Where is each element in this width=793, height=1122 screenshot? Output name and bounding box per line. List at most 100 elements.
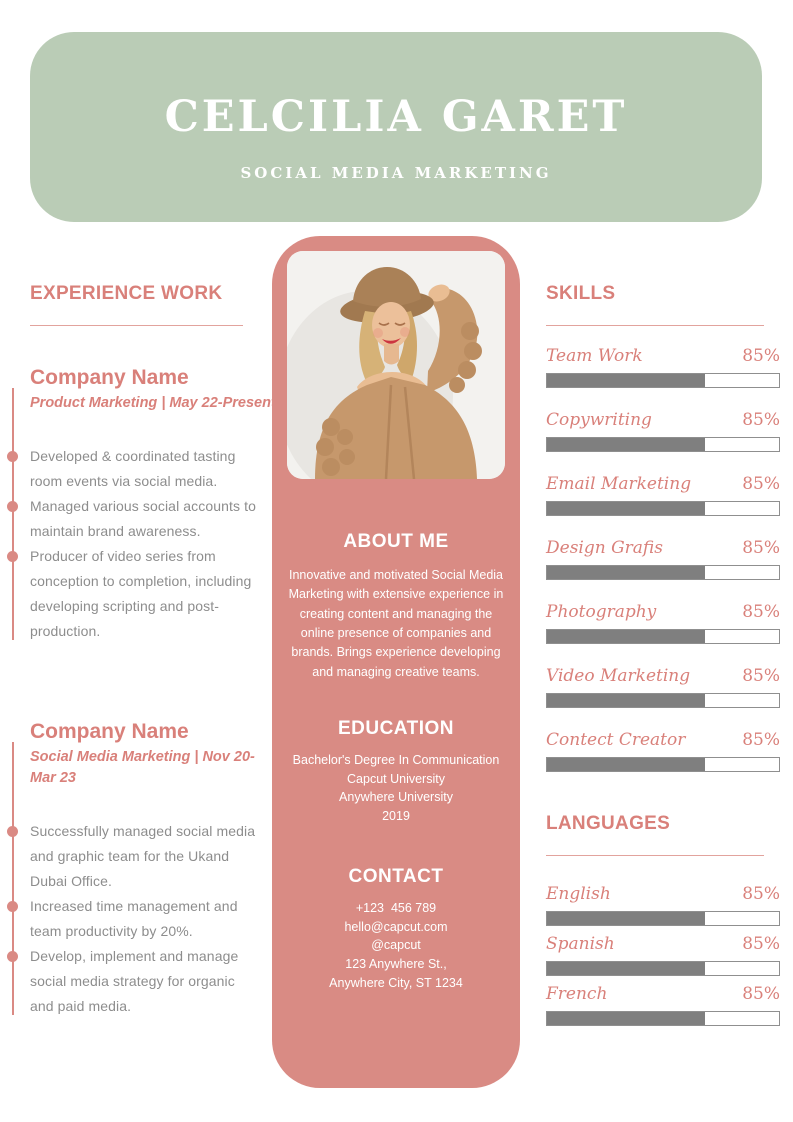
skill-label: Contect Creator [546,729,686,750]
language-item: Spanish 85% [546,934,780,976]
section-divider [546,854,764,856]
job-entry: Company Name Social Media Marketing | No… [7,720,260,1019]
role-period: Product Marketing | May 22-Present [30,395,276,412]
language-bar-fill [547,1011,705,1025]
language-bar [546,960,780,976]
skills-section: SKILLS Team Work 85% Copywriting 85% Email… [546,283,780,1034]
skill-bar-fill [547,373,705,387]
skill-bar-fill [547,437,705,451]
skill-bar [546,628,780,644]
languages-list: English 85% Spanish 85% French 85% [546,884,780,1026]
hat-crown [353,267,421,307]
face [372,302,410,348]
about-heading: ABOUT ME [343,531,449,552]
job-entry: Company Name Product Marketing | May 22-… [7,365,276,644]
skill-bar [546,500,780,516]
skill-percent: 85% [742,537,780,558]
language-bar [546,910,780,926]
job-bullet-list: Developed & coordinated tasting room eve… [7,444,260,644]
header-band: CELCILIA GARET SOCIAL MEDIA MARKETING [30,32,762,222]
experience-section: EXPERIENCE WORK Company Name Product Mar… [7,283,276,1019]
skill-bar [546,372,780,388]
contact-heading: CONTACT [348,865,444,887]
skill-bar-fill [547,629,705,643]
contact-email: hello@capcut.com [344,919,448,934]
skill-bar-fill [547,565,705,579]
about-text: Innovative and motivated Social Media Ma… [288,567,504,679]
skill-bar [546,436,780,452]
skill-percent: 85% [742,409,780,430]
job-bullet: Increased time management and team produ… [7,894,260,944]
skill-item: Photography 85% [546,602,780,644]
education-line: Anywhere University [339,790,453,805]
experience-heading: EXPERIENCE WORK [30,283,223,304]
skill-bar [546,756,780,772]
education-line: Capcut University [347,771,445,786]
skills-list: Team Work 85% Copywriting 85% Email Market… [546,346,780,772]
section-divider [30,324,243,326]
language-percent: 85% [742,983,780,1004]
skill-item: Video Marketing 85% [546,666,780,708]
skill-label: Photography [546,601,657,622]
language-percent: 85% [742,883,780,904]
language-label: French [546,983,608,1004]
education-line: 2019 [382,809,410,824]
cardigan [315,377,477,479]
skill-percent: 85% [742,665,780,686]
language-bar [546,1010,780,1026]
skill-label: Video Marketing [546,665,691,686]
job-bullet: Develop, implement and manage social med… [7,944,260,1019]
contact-handle: @capcut [371,938,421,953]
skill-label: Copywriting [546,409,652,430]
skill-item: Design Grafis 85% [546,538,780,580]
portrait-illustration [287,251,505,479]
languages-heading: LANGUAGES [546,812,671,834]
company-name: Company Name [30,365,189,389]
hand [428,284,450,302]
job-bullet: Developed & coordinated tasting room eve… [7,444,260,494]
role-period: Social Media Marketing | Nov 20-Mar 23 [30,749,255,787]
portrait-photo [287,251,505,479]
skill-percent: 85% [742,601,780,622]
skill-bar [546,564,780,580]
skill-bar-fill [547,693,705,707]
language-bar-fill [547,911,705,925]
skill-percent: 85% [742,473,780,494]
language-label: English [546,883,611,904]
hair [397,311,417,381]
lips [382,338,401,344]
contact-address: 123 Anywhere St., [345,957,447,972]
skill-bar-fill [547,757,705,771]
skill-item: Contect Creator 85% [546,730,780,772]
language-item: French 85% [546,984,780,1026]
job-bullet: Producer of video series from conception… [7,544,260,644]
language-label: Spanish [546,933,615,954]
job-bullet: Managed various social accounts to maint… [7,494,260,544]
language-item: English 85% [546,884,780,926]
language-bar-fill [547,961,705,975]
skill-label: Team Work [546,345,643,366]
skills-heading: SKILLS [546,283,616,304]
section-divider [546,324,764,326]
profile-text-area: ABOUT ME Innovative and motivated Social… [272,531,520,993]
profile-column: ABOUT ME Innovative and motivated Social… [272,236,520,1088]
person-title: SOCIAL MEDIA MARKETING [240,164,552,182]
skill-label: Design Grafis [546,537,663,558]
education-heading: EDUCATION [337,718,455,740]
person-name: CELCILIA GARET [164,92,628,142]
skill-bar-fill [547,501,705,515]
job-bullet-list: Successfully managed social media and gr… [7,819,260,1019]
job-bullet: Successfully managed social media and gr… [7,819,260,894]
hair [359,311,385,383]
skill-percent: 85% [742,729,780,750]
contact-lines: +123 456 789 hello@capcut.com @capcut 12… [280,899,512,993]
skill-percent: 85% [742,345,780,366]
company-name: Company Name [30,720,189,744]
education-lines: Bachelor's Degree In Communication Capcu… [280,751,512,826]
skill-item: Email Marketing 85% [546,474,780,516]
contact-address: Anywhere City, ST 1234 [329,975,463,990]
skill-item: Team Work 85% [546,346,780,388]
skill-bar [546,692,780,708]
contact-phone: +123 456 789 [355,900,437,915]
